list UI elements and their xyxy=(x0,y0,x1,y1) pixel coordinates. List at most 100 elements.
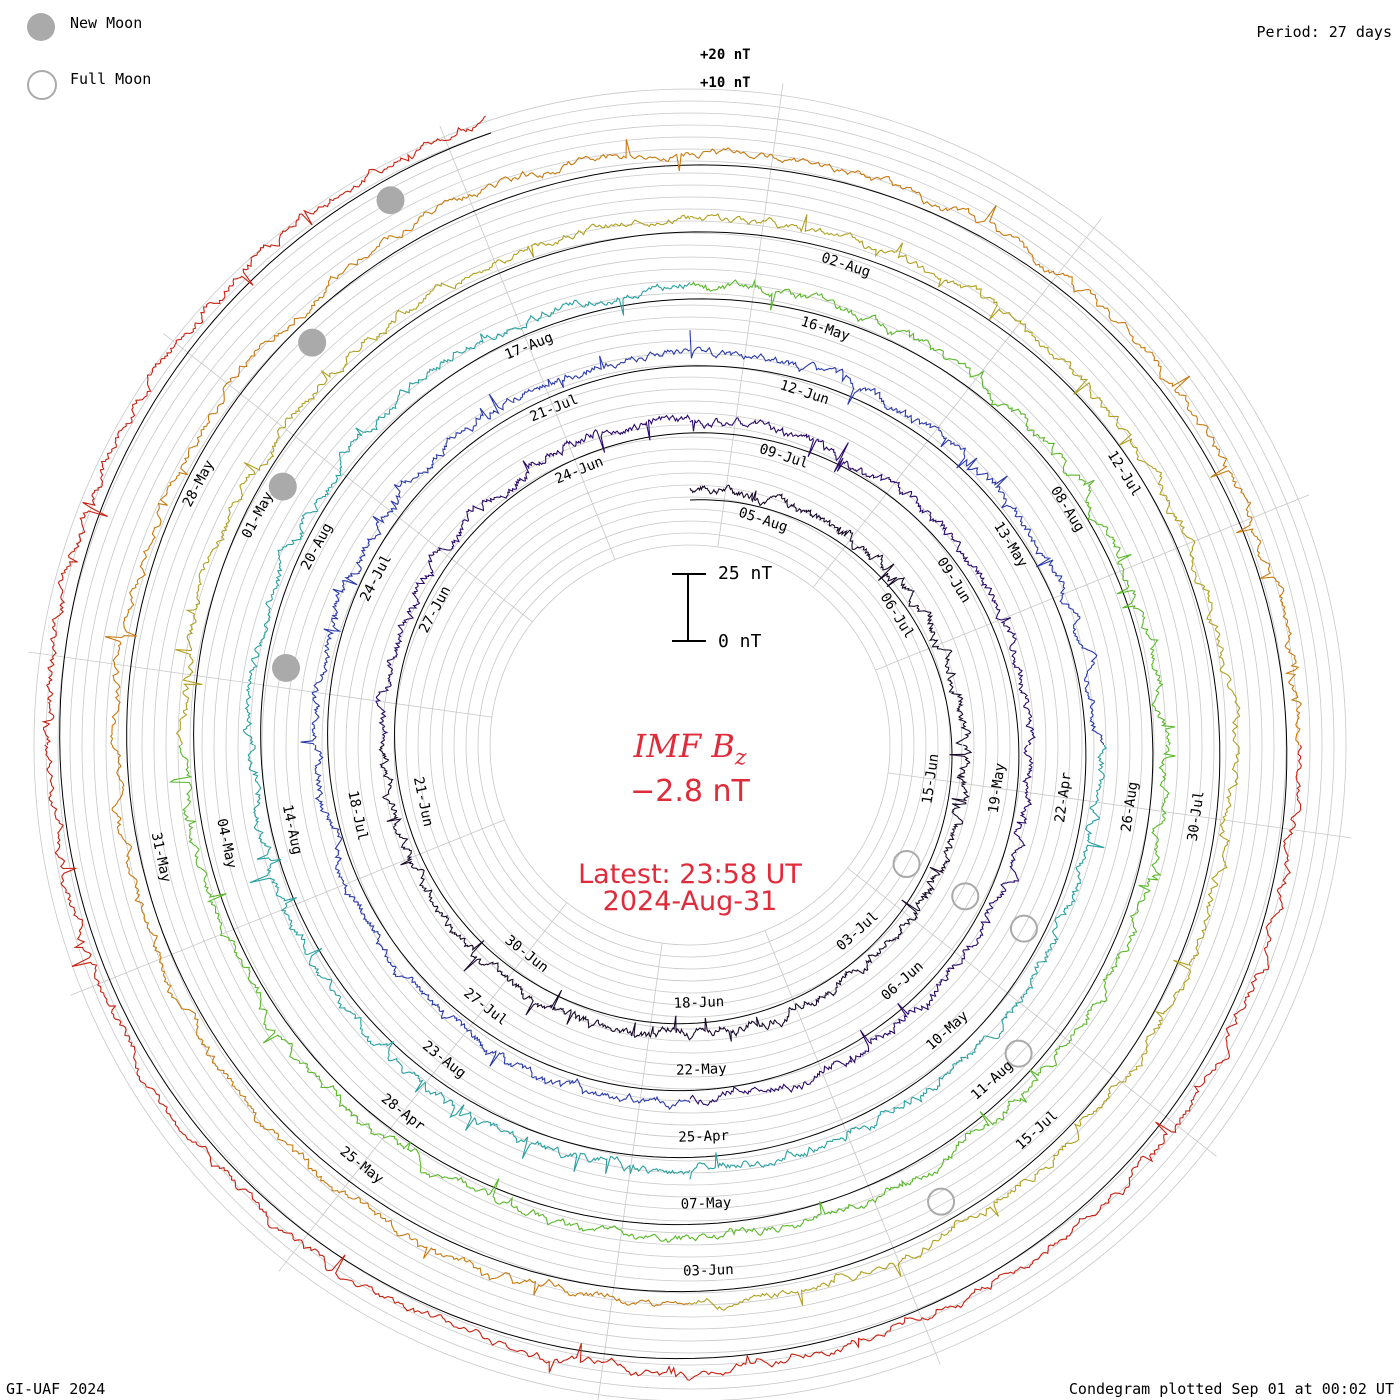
bz-trace-segment xyxy=(247,744,691,1175)
footer-plotted: Condegram plotted Sep 01 at 00:02 UT xyxy=(1068,1380,1394,1398)
grid-circle xyxy=(237,292,1143,1198)
grid-circle xyxy=(45,100,1335,1390)
grid-circle xyxy=(309,364,1071,1126)
date-label: 31-May xyxy=(148,831,174,884)
date-label: 02-Aug xyxy=(819,250,872,281)
full-moon-icon xyxy=(27,70,57,100)
grid-spoke xyxy=(717,83,784,548)
grid-circle xyxy=(105,160,1275,1330)
new-moon-marker xyxy=(298,328,327,357)
bz-trace-segment xyxy=(375,414,691,746)
bz-trace-segment xyxy=(243,282,691,746)
moon-markers xyxy=(268,186,1038,1216)
polar-grid xyxy=(28,83,1352,1400)
grid-circle xyxy=(177,232,1203,1258)
grid-circle xyxy=(369,424,1011,1066)
date-label: 03-Jun xyxy=(683,1262,734,1280)
grid-circle xyxy=(405,460,975,1030)
date-label: 16-May xyxy=(799,314,852,345)
bz-trace-segment xyxy=(689,484,972,746)
new-moon-marker xyxy=(376,186,405,215)
grid-circle xyxy=(477,532,903,958)
new-moon-icon xyxy=(27,13,55,41)
grid-circle xyxy=(117,172,1263,1318)
grid-spoke xyxy=(163,333,533,623)
date-label: 26-Aug xyxy=(1118,781,1141,833)
imf-title-text: IMF B xyxy=(633,727,735,765)
latest-date: 2024-Aug-31 xyxy=(602,886,778,917)
grid-circle xyxy=(441,496,939,994)
grid-circle xyxy=(213,268,1167,1222)
date-label: 18-Jun xyxy=(673,994,724,1012)
grid-circle xyxy=(297,352,1083,1138)
bz-trace-segment xyxy=(689,213,1241,746)
new-moon-label: New Moon xyxy=(70,14,143,32)
grid-circle xyxy=(69,124,1311,1366)
grid-circle xyxy=(333,388,1047,1102)
bz-trace-segment xyxy=(689,147,1303,746)
footer-credit: GI-UAF 2024 xyxy=(6,1380,106,1398)
grid-spoke xyxy=(812,218,1102,588)
grid-circle xyxy=(417,472,963,1018)
full-moon-label: Full Moon xyxy=(70,70,152,88)
date-label: 22-Apr xyxy=(1052,771,1075,823)
full-moon-marker xyxy=(927,1187,956,1216)
scale-top-label: 25 nT xyxy=(718,563,773,584)
scale-bar xyxy=(672,573,706,642)
imf-title-subscript: z xyxy=(734,745,747,771)
new-moon-marker xyxy=(272,653,301,682)
bz-trace-segment xyxy=(169,744,691,1243)
date-label: 21-Jul xyxy=(528,392,581,426)
grid-spoke xyxy=(875,494,1310,671)
period-label: Period: 27 days xyxy=(1256,23,1392,41)
grid-circle xyxy=(321,376,1059,1114)
bz-trace-segment xyxy=(44,744,691,1381)
grid-circle xyxy=(165,220,1215,1270)
new-moon-marker xyxy=(268,472,297,501)
bz-trace-segment xyxy=(689,417,1036,746)
date-label: 25-Apr xyxy=(678,1128,729,1146)
bz-trace-segment xyxy=(689,744,1241,1311)
grid-circle xyxy=(129,184,1251,1306)
date-label: 19-May xyxy=(986,762,1009,814)
scale-bottom-label: 0 nT xyxy=(718,631,762,652)
grid-circle xyxy=(153,208,1227,1282)
bz-trace-segment xyxy=(689,744,973,1042)
grid-circle xyxy=(345,400,1035,1090)
reference-circles xyxy=(59,132,1288,1360)
date-label: 10-May xyxy=(923,1008,971,1054)
date-label: 30-Jun xyxy=(502,932,552,976)
bz-trace-segment xyxy=(689,744,1176,1242)
grid-circle xyxy=(429,484,951,1006)
zero-reference-spiral xyxy=(59,132,1288,1360)
grid-circle xyxy=(249,304,1131,1186)
bz-trace-segment xyxy=(689,330,1105,746)
grid-circle xyxy=(189,244,1191,1246)
date-label: 24-Jun xyxy=(553,454,606,488)
full-moon-marker xyxy=(951,882,980,911)
grid-circle xyxy=(33,88,1347,1400)
grid-circle xyxy=(81,136,1299,1354)
ref-label-10: +10 nT xyxy=(700,75,751,91)
full-moon-marker xyxy=(1009,914,1038,943)
grid-spoke xyxy=(764,930,941,1365)
date-label: 18-Jul xyxy=(344,789,370,842)
bz-trace-segment xyxy=(111,744,691,1307)
bz-trace-segment xyxy=(689,278,1176,746)
grid-circle xyxy=(489,544,891,946)
bz-trace-segment xyxy=(689,744,1108,1180)
bz-trace-segment xyxy=(314,745,691,1111)
ref-label-20: +20 nT xyxy=(700,47,751,63)
grid-circle xyxy=(273,328,1107,1162)
bz-trace-segment xyxy=(41,115,486,746)
grid-spoke xyxy=(847,867,1217,1157)
grid-circle xyxy=(57,112,1323,1378)
grid-spoke xyxy=(597,942,663,1400)
date-label: 07-May xyxy=(681,1195,732,1213)
bz-trace-segment xyxy=(378,744,691,1041)
bz-trace-segment xyxy=(300,348,691,746)
grid-spoke xyxy=(887,772,1352,839)
bz-trace-segment xyxy=(689,744,1034,1107)
date-label: 06-Jun xyxy=(878,958,926,1004)
